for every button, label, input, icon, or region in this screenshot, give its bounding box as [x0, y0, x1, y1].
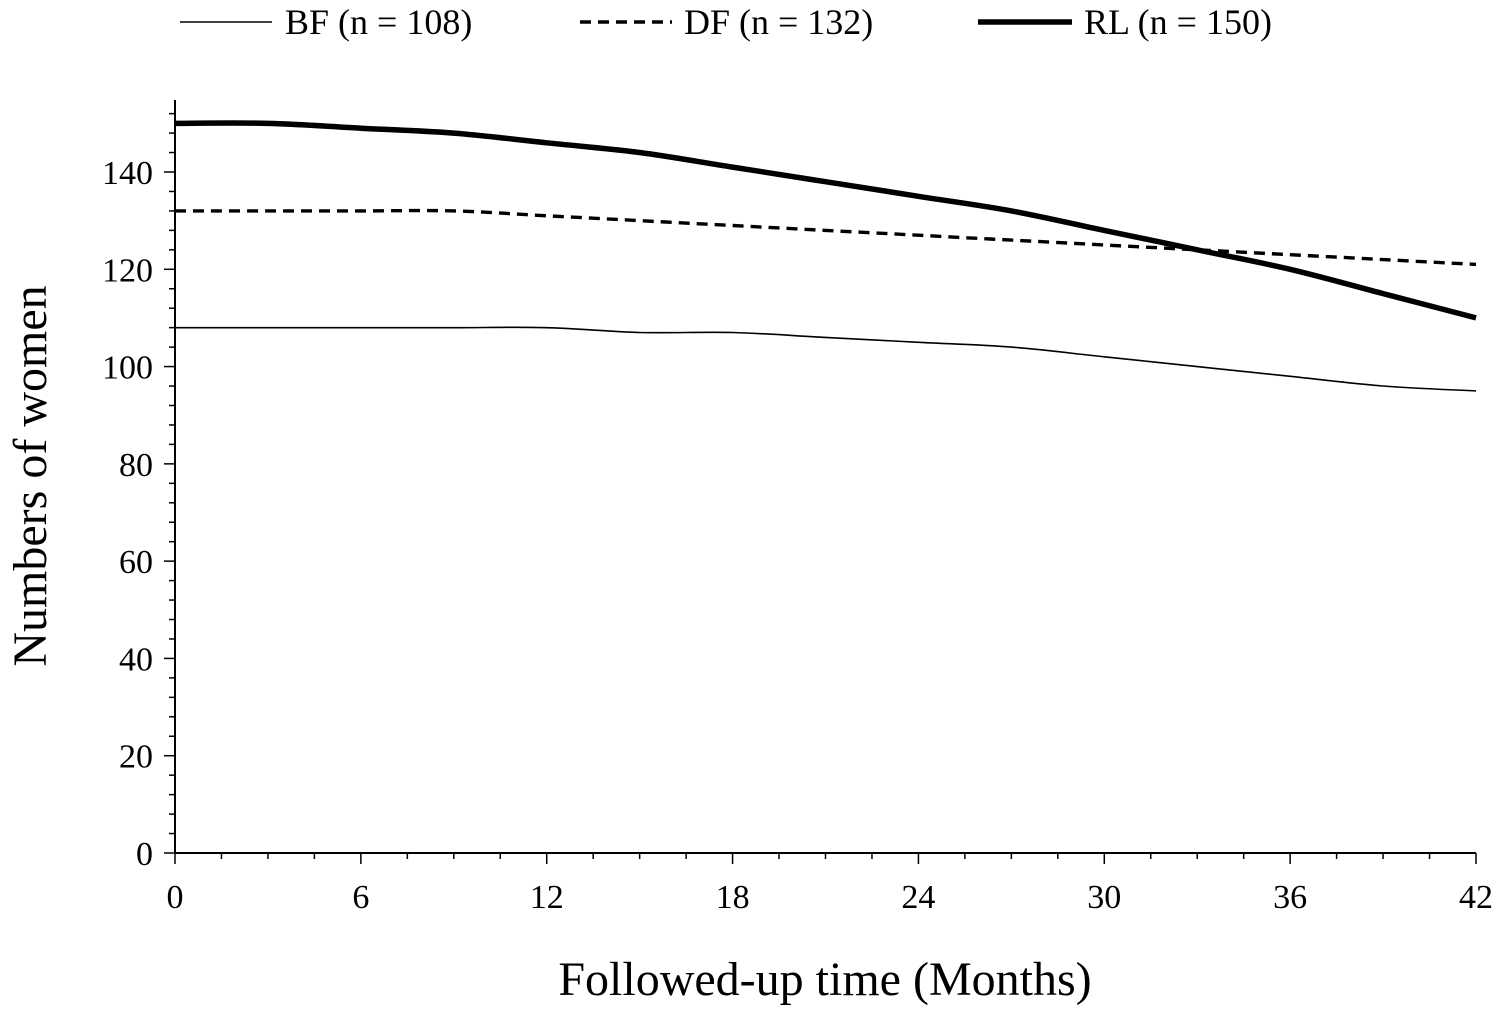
- legend-label: RL (n = 150): [1084, 2, 1272, 42]
- legend: BF (n = 108) DF (n = 132) RL (n = 150): [180, 2, 1272, 42]
- series-line-df: [175, 208, 1477, 267]
- y-tick-label: 60: [119, 544, 153, 581]
- x-tick-label: 30: [1087, 879, 1121, 916]
- y-tick-label: 120: [102, 252, 153, 289]
- legend-label: DF (n = 132): [684, 2, 873, 42]
- series-line-rl: [174, 120, 1477, 321]
- y-axis-title: Numbers of women: [4, 285, 57, 666]
- x-tick-label: 24: [901, 879, 935, 916]
- x-tick-label: 42: [1459, 879, 1493, 916]
- series-lines: [174, 120, 1477, 392]
- y-tick-label: 20: [119, 739, 153, 776]
- y-tick-label: 40: [119, 641, 153, 678]
- y-tick-label: 80: [119, 447, 153, 484]
- x-tick-label: 12: [530, 879, 564, 916]
- legend-label: BF (n = 108): [285, 2, 472, 42]
- plot-area: 0 20 40 60 80 100 120 140 0 6 12 18 24 30 36 42: [102, 100, 1493, 916]
- x-tick-label: 36: [1273, 879, 1307, 916]
- x-tick-label: 6: [352, 879, 369, 916]
- x-axis-title: Followed-up time (Months): [558, 953, 1091, 1006]
- y-axis-ticks: 0 20 40 60 80 100 120 140: [102, 112, 175, 873]
- series-line-bf: [175, 326, 1477, 392]
- x-tick-label: 0: [167, 879, 184, 916]
- y-tick-label: 0: [136, 836, 153, 873]
- y-tick-label: 100: [102, 350, 153, 387]
- y-tick-label: 140: [102, 155, 153, 192]
- x-axis-ticks: 0 6 12 18 24 30 36 42: [167, 853, 1493, 916]
- x-tick-label: 18: [716, 879, 750, 916]
